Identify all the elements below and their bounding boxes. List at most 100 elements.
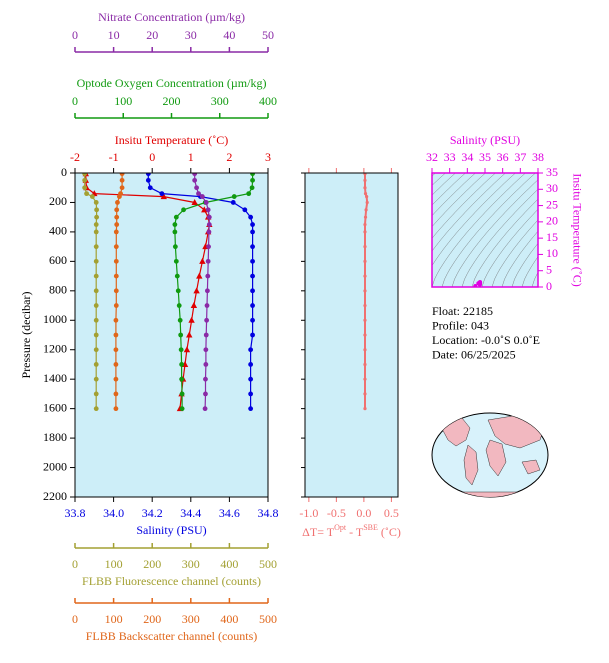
x-tick-label: 34.0 xyxy=(103,506,124,520)
data-point xyxy=(145,173,151,177)
data-point xyxy=(250,244,255,250)
data-point xyxy=(93,229,99,235)
data-point xyxy=(203,332,209,338)
plot-background xyxy=(305,173,398,497)
data-point xyxy=(248,376,254,382)
data-point xyxy=(84,191,89,197)
x-tick-label: 30 xyxy=(185,28,197,42)
x-tick-label: 300 xyxy=(211,94,229,108)
data-point xyxy=(194,185,199,191)
data-point xyxy=(206,244,211,250)
x-tick-label: 34.8 xyxy=(258,506,279,520)
x-tick-label: 200 xyxy=(163,94,181,108)
data-point xyxy=(179,391,185,397)
data-point xyxy=(364,208,368,212)
data-point xyxy=(363,186,367,190)
data-point xyxy=(249,185,255,191)
data-point xyxy=(115,200,120,205)
data-point xyxy=(94,214,100,220)
x-tick-label: 38 xyxy=(532,150,544,164)
data-point xyxy=(89,194,95,199)
data-point xyxy=(199,194,205,199)
data-point xyxy=(147,185,153,191)
data-point xyxy=(93,258,99,264)
isopycnal xyxy=(432,173,496,239)
y-tick-label: 800 xyxy=(49,283,67,297)
data-point xyxy=(181,207,186,213)
ts-point xyxy=(469,291,473,295)
x-tick-label: 0.0 xyxy=(356,506,371,520)
data-point xyxy=(173,214,179,220)
x-axis-title-part: ΔT= T xyxy=(302,525,335,539)
data-point xyxy=(363,289,367,293)
y-tick-label: 20 xyxy=(546,214,558,228)
isopycnal xyxy=(432,173,446,186)
x-tick-label: 34 xyxy=(461,150,473,164)
profile-line xyxy=(147,173,254,409)
x-tick-label: -1 xyxy=(109,150,119,164)
x-tick-label: 1 xyxy=(188,150,194,164)
data-point xyxy=(250,258,255,264)
isopycnal xyxy=(491,219,538,287)
isopycnal xyxy=(432,173,476,217)
data-point xyxy=(119,173,125,177)
data-point xyxy=(93,391,99,397)
data-point xyxy=(179,376,185,382)
data-point xyxy=(114,222,120,227)
x-tick-label: 34.2 xyxy=(142,506,163,520)
data-point xyxy=(202,406,208,412)
data-point xyxy=(93,317,99,323)
data-point xyxy=(176,303,182,308)
data-point xyxy=(363,178,367,182)
x-axis-title-part: Opt xyxy=(334,523,347,532)
data-point xyxy=(363,348,367,352)
data-point xyxy=(246,191,252,197)
data-point xyxy=(242,207,248,213)
data-point xyxy=(248,362,254,367)
isopycnal xyxy=(432,173,516,267)
data-point xyxy=(93,303,99,308)
data-point xyxy=(160,193,167,200)
plot-background xyxy=(432,173,538,287)
x-tick-label: 36 xyxy=(497,150,509,164)
isopycnal xyxy=(471,198,538,287)
data-point xyxy=(206,229,212,235)
data-point xyxy=(183,346,191,353)
float-info: Profile: 043 xyxy=(432,318,489,332)
data-point xyxy=(174,273,180,279)
x-tick-label: 2 xyxy=(226,150,232,164)
plot-frame xyxy=(304,172,399,498)
x-tick-label: 0 xyxy=(149,150,155,164)
data-point xyxy=(250,173,255,177)
y-tick-label: 10 xyxy=(546,246,558,260)
plot-background xyxy=(75,173,268,497)
isopycnal xyxy=(432,173,486,227)
data-point xyxy=(113,258,119,264)
y-tick-label: 1000 xyxy=(43,312,67,326)
x-tick-label: 0 xyxy=(72,557,78,571)
y-tick-label: 35 xyxy=(546,165,558,179)
y-tick-label: 15 xyxy=(546,230,558,244)
data-point xyxy=(173,258,179,264)
data-point xyxy=(206,214,212,220)
x-tick-label: 400 xyxy=(259,94,277,108)
y-tick-label: 1200 xyxy=(43,341,67,355)
isopycnal xyxy=(432,173,456,196)
y-tick-label: 1800 xyxy=(43,430,67,444)
data-point xyxy=(363,215,368,219)
x-tick-label: 0 xyxy=(72,28,78,42)
data-point xyxy=(250,303,255,308)
x-axis-title: Insitu Temperature (˚C) xyxy=(115,133,229,147)
data-point xyxy=(93,200,99,205)
data-point xyxy=(196,272,203,279)
data-point xyxy=(250,332,255,338)
data-point xyxy=(363,333,367,337)
data-point xyxy=(363,377,367,381)
profile-line xyxy=(85,173,210,409)
x-tick-label: 300 xyxy=(182,612,200,626)
profile-line xyxy=(174,173,254,409)
float-info: Date: 06/25/2025 xyxy=(432,347,516,361)
data-point xyxy=(363,245,367,249)
data-point xyxy=(205,258,211,264)
data-point xyxy=(192,177,198,183)
